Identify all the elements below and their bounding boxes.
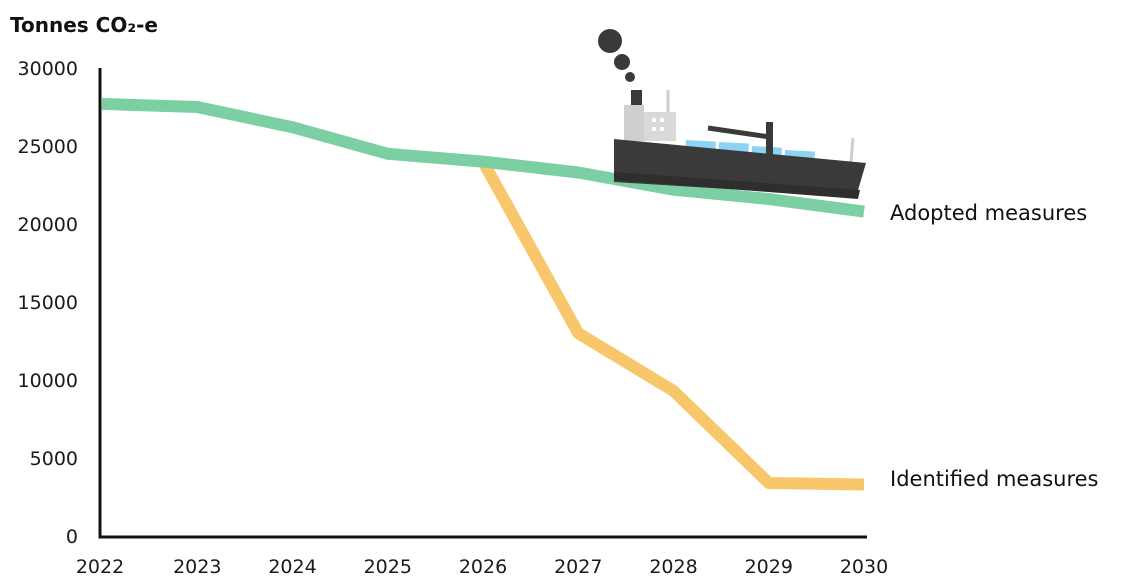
x-tick-label: 2028 — [649, 556, 697, 578]
y-tick-label: 20000 — [18, 214, 78, 236]
series-lines — [101, 97, 865, 491]
x-tick-label: 2027 — [554, 556, 602, 578]
series-label-adopted: Adopted measures — [890, 201, 1087, 225]
y-tick-label: 0 — [66, 526, 78, 548]
y-tick-label: 30000 — [18, 58, 78, 80]
axes — [98, 68, 867, 539]
y-tick-label: 15000 — [18, 292, 78, 314]
y-tick-label: 10000 — [18, 370, 78, 392]
series-line-identified-measures — [477, 158, 865, 491]
ship-icon — [598, 29, 866, 199]
y-axis-ticks: 0 5000 10000 15000 20000 25000 30000 — [18, 58, 78, 548]
y-tick-label: 5000 — [30, 448, 78, 470]
x-axis-ticks: 2022 2023 2024 2025 2026 2027 2028 2029 2030 — [76, 556, 888, 578]
x-tick-label: 2023 — [173, 556, 221, 578]
x-tick-label: 2026 — [459, 556, 507, 578]
x-tick-label: 2029 — [745, 556, 793, 578]
y-tick-label: 25000 — [18, 136, 78, 158]
x-tick-label: 2030 — [840, 556, 888, 578]
series-label-identified: Identified measures — [890, 467, 1099, 491]
y-axis-title: Tonnes CO₂-e — [10, 13, 158, 37]
x-tick-label: 2022 — [76, 556, 124, 578]
x-tick-label: 2025 — [364, 556, 412, 578]
series-labels: Adopted measures Identified measures — [890, 201, 1099, 491]
x-tick-label: 2024 — [268, 556, 316, 578]
series-line-adopted-measures — [101, 97, 865, 218]
